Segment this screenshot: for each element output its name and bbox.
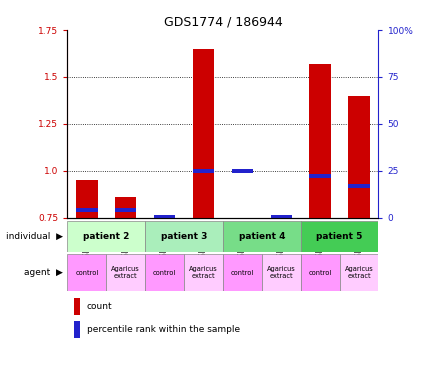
Bar (222, 254, 261, 291)
Bar (192, 169, 214, 172)
Text: individual  ▶: individual ▶ (6, 232, 63, 241)
Text: control: control (153, 270, 176, 276)
Text: patient 5: patient 5 (316, 232, 362, 241)
Bar (73, 298, 80, 315)
Text: patient 2: patient 2 (83, 232, 129, 241)
Bar (348, 184, 369, 188)
Bar (231, 169, 253, 172)
Bar (106, 254, 145, 291)
Text: agent  ▶: agent ▶ (24, 268, 63, 277)
Text: control: control (230, 270, 253, 276)
Text: Agaricus
extract: Agaricus extract (111, 266, 140, 279)
Bar (115, 208, 136, 212)
Bar (309, 64, 330, 217)
Bar (76, 180, 97, 218)
Text: Agaricus
extract: Agaricus extract (344, 266, 372, 279)
Bar (309, 174, 330, 178)
Bar (339, 254, 378, 291)
Bar (154, 215, 175, 220)
Bar (300, 221, 378, 252)
Bar (348, 96, 369, 218)
Bar (76, 208, 97, 212)
Text: patient 4: patient 4 (238, 232, 284, 241)
Bar (300, 254, 339, 291)
Bar (73, 321, 80, 338)
Text: Agaricus
extract: Agaricus extract (189, 266, 217, 279)
Text: Agaricus
extract: Agaricus extract (266, 266, 295, 279)
Bar (67, 221, 145, 252)
Bar (261, 254, 300, 291)
Bar (270, 215, 291, 220)
Text: patient 3: patient 3 (161, 232, 207, 241)
Text: count: count (86, 302, 112, 311)
Bar (222, 221, 300, 252)
Title: GDS1774 / 186944: GDS1774 / 186944 (163, 16, 282, 29)
Bar (145, 221, 222, 252)
Text: control: control (308, 270, 331, 276)
Bar (145, 254, 184, 291)
Bar (67, 254, 106, 291)
Text: percentile rank within the sample: percentile rank within the sample (86, 325, 239, 334)
Bar (184, 254, 223, 291)
Bar (115, 197, 136, 217)
Bar (192, 49, 214, 217)
Text: control: control (75, 270, 98, 276)
